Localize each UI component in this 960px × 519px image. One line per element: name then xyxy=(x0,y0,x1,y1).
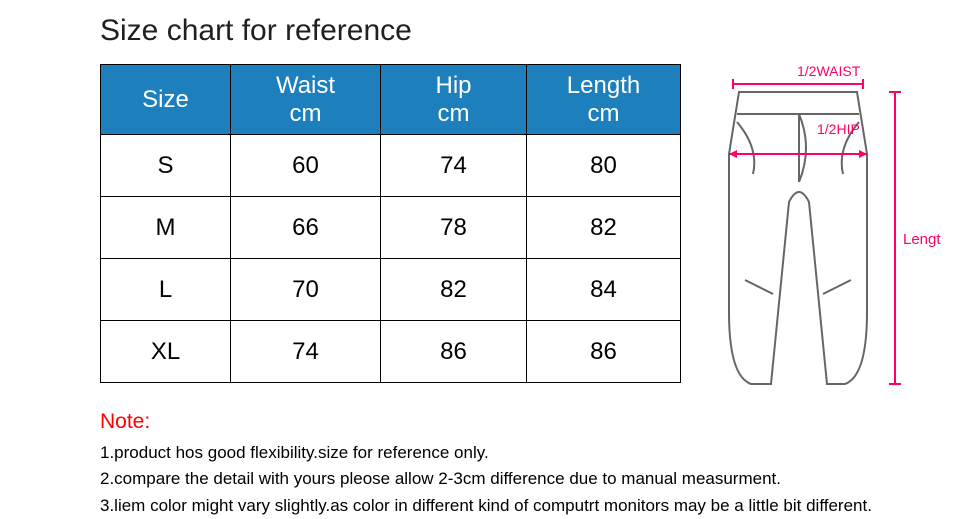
table-row: M 66 78 82 xyxy=(101,197,681,259)
note-line: 2.compare the detail with yours pleose a… xyxy=(100,466,960,492)
note-line: 1.product hos good flexibility.size for … xyxy=(100,440,960,466)
content-row: Size Waist cm Hip cm Length cm xyxy=(100,64,960,398)
table-row: L 70 82 84 xyxy=(101,259,681,321)
cell-length: 86 xyxy=(527,321,681,383)
size-table-wrap: Size Waist cm Hip cm Length cm xyxy=(100,64,681,383)
col-header-waist: Waist cm xyxy=(231,65,381,135)
cell-length: 84 xyxy=(527,259,681,321)
waist-label: 1/2WAIST xyxy=(797,63,861,79)
col-header-label: Length xyxy=(567,72,640,99)
cell-hip: 86 xyxy=(381,321,527,383)
hip-label: 1/2HIP xyxy=(817,121,860,137)
col-header-label: Waist xyxy=(276,72,335,99)
cell-size: XL xyxy=(101,321,231,383)
cell-length: 82 xyxy=(527,197,681,259)
cell-size: M xyxy=(101,197,231,259)
table-row: XL 74 86 86 xyxy=(101,321,681,383)
col-header-size: Size xyxy=(101,65,231,135)
col-header-label: Size xyxy=(142,86,189,113)
page-title: Size chart for reference xyxy=(100,14,960,48)
col-header-hip: Hip cm xyxy=(381,65,527,135)
cell-hip: 82 xyxy=(381,259,527,321)
cell-waist: 70 xyxy=(231,259,381,321)
table-row: S 60 74 80 xyxy=(101,135,681,197)
table-header-row: Size Waist cm Hip cm Length cm xyxy=(101,65,681,135)
notes: Note: 1.product hos good flexibility.siz… xyxy=(100,410,960,519)
col-header-unit: cm xyxy=(438,100,470,127)
cell-length: 80 xyxy=(527,135,681,197)
cell-hip: 74 xyxy=(381,135,527,197)
cell-size: L xyxy=(101,259,231,321)
note-line: 3.liem color might vary slightly.as colo… xyxy=(100,493,960,519)
length-label: Lengt xyxy=(903,231,941,248)
note-heading: Note: xyxy=(100,410,960,434)
col-header-unit: cm xyxy=(290,100,322,127)
cell-waist: 74 xyxy=(231,321,381,383)
col-header-length: Length cm xyxy=(527,65,681,135)
cell-waist: 60 xyxy=(231,135,381,197)
pants-diagram: 1/2WAIST xyxy=(717,62,949,398)
cell-waist: 66 xyxy=(231,197,381,259)
size-table: Size Waist cm Hip cm Length cm xyxy=(100,64,681,383)
col-header-label: Hip xyxy=(435,72,471,99)
cell-hip: 78 xyxy=(381,197,527,259)
cell-size: S xyxy=(101,135,231,197)
col-header-unit: cm xyxy=(588,100,620,127)
